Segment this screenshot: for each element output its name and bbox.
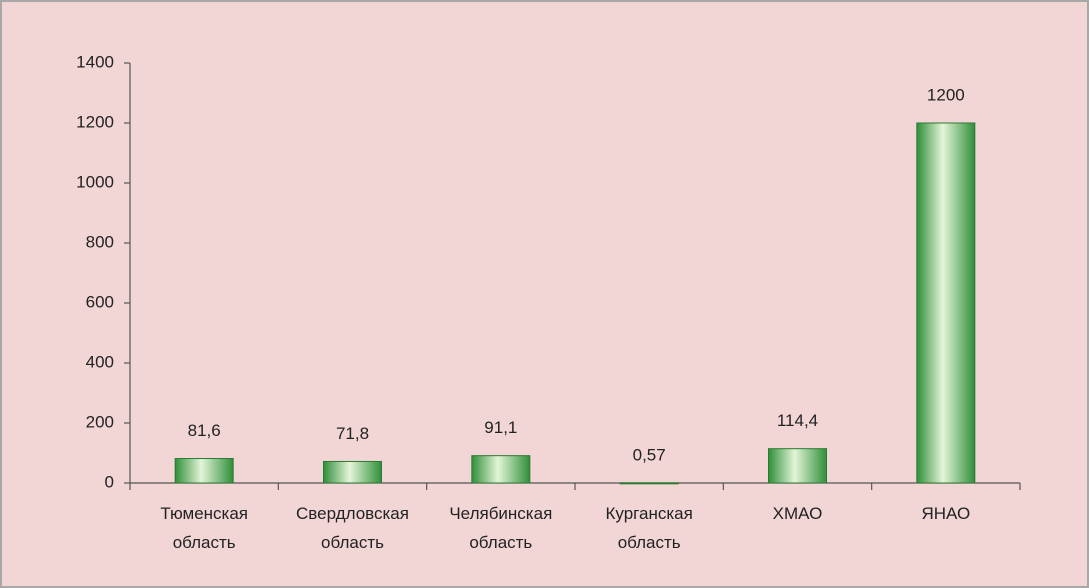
x-tick-label: Курганская область	[606, 504, 693, 552]
data-label: 71,8	[336, 424, 369, 443]
data-label: 114,4	[777, 411, 818, 430]
x-tick-label-line: ЯНАО	[921, 504, 970, 523]
y-tick-label: 1000	[76, 172, 114, 191]
x-tick-label-line: область	[173, 533, 236, 552]
data-label: 0,57	[633, 445, 666, 464]
bar	[323, 460, 382, 484]
data-label: 91,1	[484, 418, 517, 437]
y-tick-label: 1200	[76, 112, 114, 131]
y-tick-label: 600	[86, 292, 114, 311]
bar	[768, 448, 827, 484]
data-label: 1200	[927, 85, 965, 104]
x-tick-label: Тюменская область	[160, 504, 248, 552]
bar	[619, 482, 679, 485]
x-tick-label-line: Тюменская	[160, 504, 248, 523]
y-tick-label: 400	[86, 352, 114, 371]
x-tick-label-line: область	[469, 533, 532, 552]
bar	[916, 122, 976, 484]
x-tick-label-line: область	[618, 533, 681, 552]
x-tick-label-line: ХМАО	[773, 504, 823, 523]
x-tick-label-line: область	[321, 533, 384, 552]
x-tick-label: ЯНАО	[921, 504, 970, 523]
y-tick-label: 200	[86, 412, 114, 431]
x-tick-label-line: Челябинская	[449, 504, 552, 523]
y-tick-label: 800	[86, 232, 114, 251]
y-tick-label: 0	[105, 472, 114, 491]
bar	[174, 458, 234, 484]
data-label: 81,6	[188, 421, 221, 440]
x-tick-label: ХМАО	[773, 504, 823, 523]
bar	[471, 455, 531, 484]
x-tick-label: Челябинская область	[449, 504, 552, 552]
x-tick-label-line: Курганская	[606, 504, 693, 523]
x-tick-label: Свердловская область	[296, 504, 409, 552]
x-tick-label-line: Свердловская	[296, 504, 409, 523]
y-tick-label: 1400	[76, 52, 114, 71]
